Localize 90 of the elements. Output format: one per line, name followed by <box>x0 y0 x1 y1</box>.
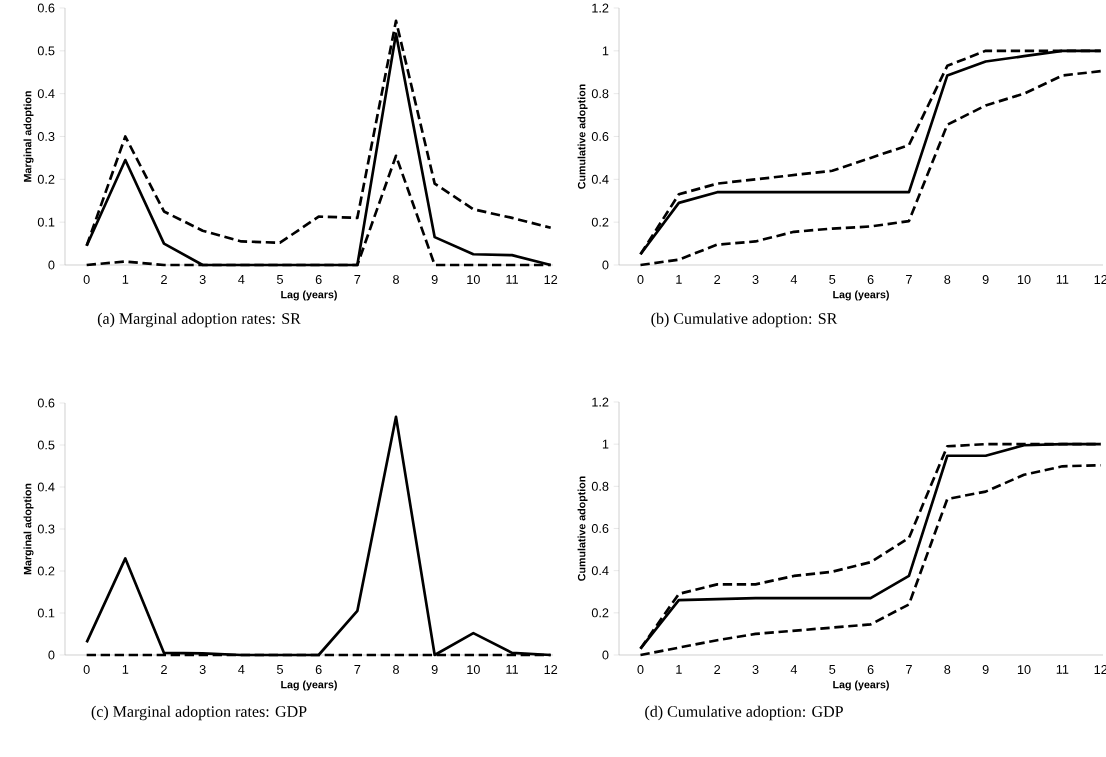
x-tick-label: 8 <box>944 665 951 675</box>
y-tick-label: 0 <box>602 260 609 270</box>
y-tick-label: 0.3 <box>37 132 55 141</box>
text: (d) Cumulative adoption: GDP <box>645 705 843 721</box>
x-axis-title: Lag (years) <box>281 290 337 301</box>
x-tick-label: 9 <box>431 275 438 285</box>
y-axis-title: Marginal adoption <box>23 91 34 182</box>
y-tick-label: 0.4 <box>591 174 609 184</box>
x-tick-label: 7 <box>906 665 912 674</box>
y-tick-label: 0.8 <box>591 89 609 99</box>
x-tick-label: 12 <box>544 275 558 284</box>
y-tick-label: 0.2 <box>591 217 609 227</box>
x-tick-label: 6 <box>315 275 322 285</box>
y-tick-label: 0.1 <box>37 217 55 227</box>
y-tick-label: 0 <box>48 260 55 270</box>
x-tick-label: 8 <box>944 275 951 285</box>
x-tick-label: 7 <box>354 275 361 284</box>
x-tick-label: 9 <box>982 275 989 285</box>
x-tick-label: 9 <box>431 665 438 675</box>
x-tick-label: 2 <box>161 275 167 284</box>
x-tick-label: 11 <box>506 665 518 674</box>
x-tick-label: 10 <box>467 665 480 675</box>
x-axis-title: Lag (years) <box>833 680 889 691</box>
x-tick-label: 11 <box>506 275 518 284</box>
x-tick-label: 6 <box>867 275 874 285</box>
x-tick-label: 4 <box>238 665 245 674</box>
y-axis-title: Marginal adoption <box>23 483 34 575</box>
x-tick-label: 10 <box>1017 275 1031 285</box>
y-tick-label: 0.6 <box>37 398 55 408</box>
x-tick-label: 1 <box>122 275 129 284</box>
y-tick-label: 0.2 <box>37 174 55 184</box>
y-tick-label: 0.6 <box>591 132 609 141</box>
y-tick-label: 1.2 <box>592 397 609 407</box>
y-tick-label: 0.4 <box>37 482 55 492</box>
x-tick-label: 5 <box>276 665 284 674</box>
x-tick-label: 3 <box>752 665 759 675</box>
x-tick-label: 6 <box>315 665 322 675</box>
x-tick-label: 12 <box>544 665 558 674</box>
x-tick-label: 3 <box>752 275 759 285</box>
text: (a) Marginal adoption rates: SR <box>97 312 301 328</box>
x-tick-label: 5 <box>829 275 836 284</box>
y-tick-label: 0.5 <box>37 440 55 450</box>
x-tick-label: 10 <box>1017 665 1031 675</box>
x-tick-label: 0 <box>83 665 90 675</box>
x-tick-label: 10 <box>467 275 480 285</box>
x-tick-label: 8 <box>393 665 399 675</box>
y-tick-label: 0.4 <box>591 566 609 576</box>
x-axis-title: Lag (years) <box>281 680 337 691</box>
x-tick-label: 3 <box>199 275 206 285</box>
x-tick-label: 11 <box>1056 665 1069 674</box>
x-tick-label: 11 <box>1056 275 1069 284</box>
x-tick-label: 1 <box>676 275 682 284</box>
y-axis-title: Cumulative adoption <box>577 84 588 189</box>
y-tick-label: 0.5 <box>37 46 55 56</box>
y-tick-label: 0.2 <box>591 608 609 618</box>
x-tick-label: 5 <box>829 665 836 674</box>
y-tick-label: 0.4 <box>37 89 55 99</box>
y-tick-label: 0 <box>602 650 609 660</box>
y-tick-label: 1 <box>602 46 609 56</box>
x-tick-label: 2 <box>714 665 721 674</box>
y-tick-label: 0.3 <box>37 524 55 534</box>
y-tick-label: 0.1 <box>37 608 55 618</box>
x-tick-label: 2 <box>161 665 167 674</box>
x-tick-label: 4 <box>790 275 798 284</box>
x-tick-label: 4 <box>790 665 798 674</box>
x-tick-label: 8 <box>393 275 399 285</box>
y-tick-label: 0.8 <box>591 481 609 491</box>
x-tick-label: 1 <box>676 665 682 674</box>
x-tick-label: 7 <box>354 665 361 674</box>
y-tick-label: 0.6 <box>591 524 609 533</box>
text: (c) Marginal adoption rates: GDP <box>91 705 307 721</box>
x-tick-label: 9 <box>982 665 989 675</box>
x-tick-label: 7 <box>906 275 912 284</box>
x-tick-label: 5 <box>276 275 284 284</box>
y-tick-label: 1 <box>602 439 609 449</box>
x-tick-label: 6 <box>867 665 874 675</box>
text: (b) Cumulative adoption: SR <box>651 312 838 328</box>
y-tick-label: 0.6 <box>37 3 55 13</box>
x-axis-title: Lag (years) <box>833 290 889 301</box>
x-tick-label: 0 <box>83 275 90 285</box>
x-tick-label: 0 <box>637 275 644 285</box>
x-tick-label: 2 <box>714 275 721 284</box>
y-tick-label: 1.2 <box>592 3 609 13</box>
y-tick-label: 0 <box>48 650 55 660</box>
x-tick-label: 1 <box>122 665 129 674</box>
y-tick-label: 0.2 <box>37 566 55 576</box>
y-axis-title: Cumulative adoption <box>577 476 588 581</box>
x-tick-label: 0 <box>637 665 644 675</box>
x-tick-label: 3 <box>199 665 206 675</box>
x-tick-label: 4 <box>238 275 245 284</box>
